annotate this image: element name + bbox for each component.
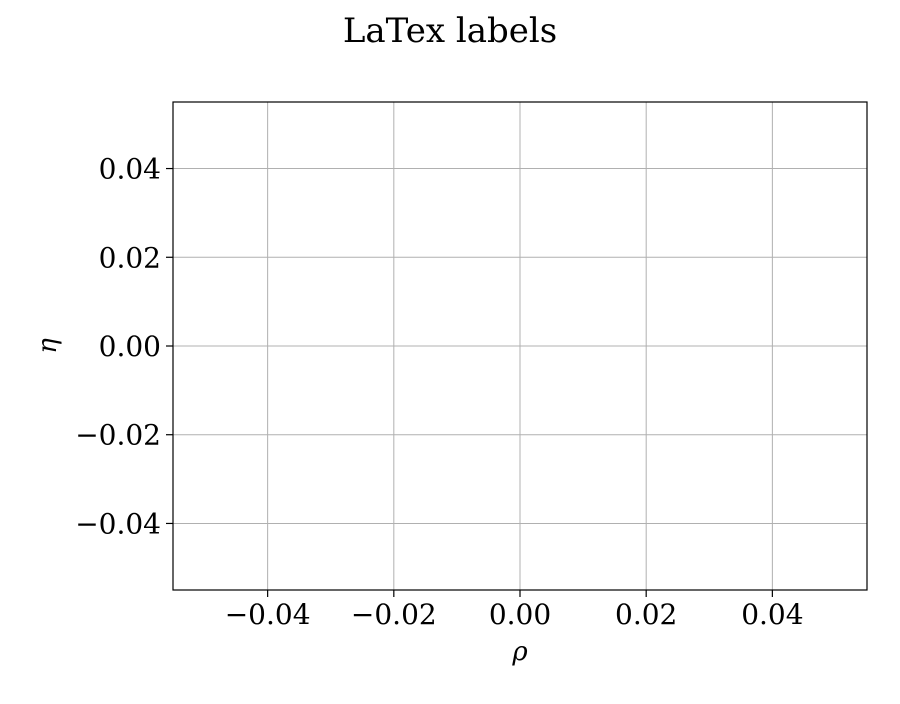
x-axis-ticks: −0.04 −0.02 0.00 0.02 0.04 [225, 590, 804, 631]
y-tick-label: 0.00 [99, 330, 161, 363]
x-tick-label: −0.04 [225, 598, 311, 631]
x-tick-label: 0.02 [615, 598, 677, 631]
grid-lines [173, 102, 867, 590]
y-tick-label: −0.04 [75, 507, 161, 540]
y-tick-label: −0.02 [75, 419, 161, 452]
y-tick-label: 0.02 [99, 241, 161, 274]
y-tick-label: 0.04 [99, 153, 161, 186]
y-axis-ticks: −0.04 −0.02 0.00 0.02 0.04 [75, 153, 173, 540]
x-axis-label: ρ [511, 637, 528, 667]
x-tick-label: 0.04 [741, 598, 803, 631]
y-axis-label: η [33, 338, 63, 354]
chart-title: LaTex labels [343, 11, 557, 51]
x-tick-label: 0.00 [489, 598, 551, 631]
x-tick-label: −0.02 [351, 598, 437, 631]
